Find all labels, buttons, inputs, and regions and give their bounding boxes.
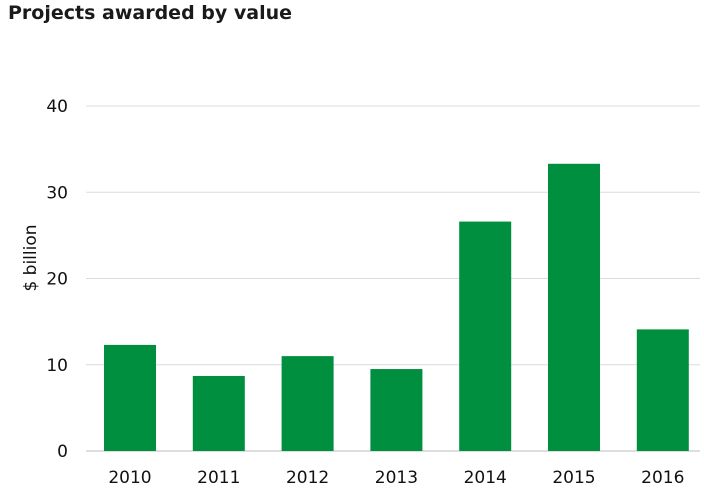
x-tick-label: 2010 xyxy=(108,468,151,488)
y-tick-label: 30 xyxy=(46,183,68,203)
bar-2014 xyxy=(459,221,512,451)
x-tick-label: 2012 xyxy=(286,468,329,488)
bar-2013 xyxy=(370,369,423,451)
x-tick-label: 2016 xyxy=(641,468,684,488)
y-tick-labels: 0 10 20 30 40 xyxy=(46,97,68,462)
y-tick-label: 40 xyxy=(46,97,68,117)
y-axis-label: $ billion xyxy=(21,224,41,291)
bar-2012 xyxy=(281,356,334,451)
x-tick-label: 2014 xyxy=(464,468,507,488)
bar-2015 xyxy=(548,163,600,451)
y-tick-label: 10 xyxy=(46,356,68,376)
y-tick-label: 20 xyxy=(46,270,68,290)
bars xyxy=(104,163,689,451)
chart-title: Projects awarded by value xyxy=(8,2,293,24)
bar-2010 xyxy=(104,344,156,451)
y-tick-label: 0 xyxy=(57,442,68,462)
x-tick-label: 2011 xyxy=(197,468,240,488)
x-tick-labels: 2010 2011 2012 2013 2014 2015 2016 xyxy=(108,468,684,488)
x-tick-label: 2015 xyxy=(552,468,595,488)
x-tick-label: 2013 xyxy=(375,468,418,488)
bar-2011 xyxy=(192,375,245,451)
bar-2016 xyxy=(636,329,689,451)
